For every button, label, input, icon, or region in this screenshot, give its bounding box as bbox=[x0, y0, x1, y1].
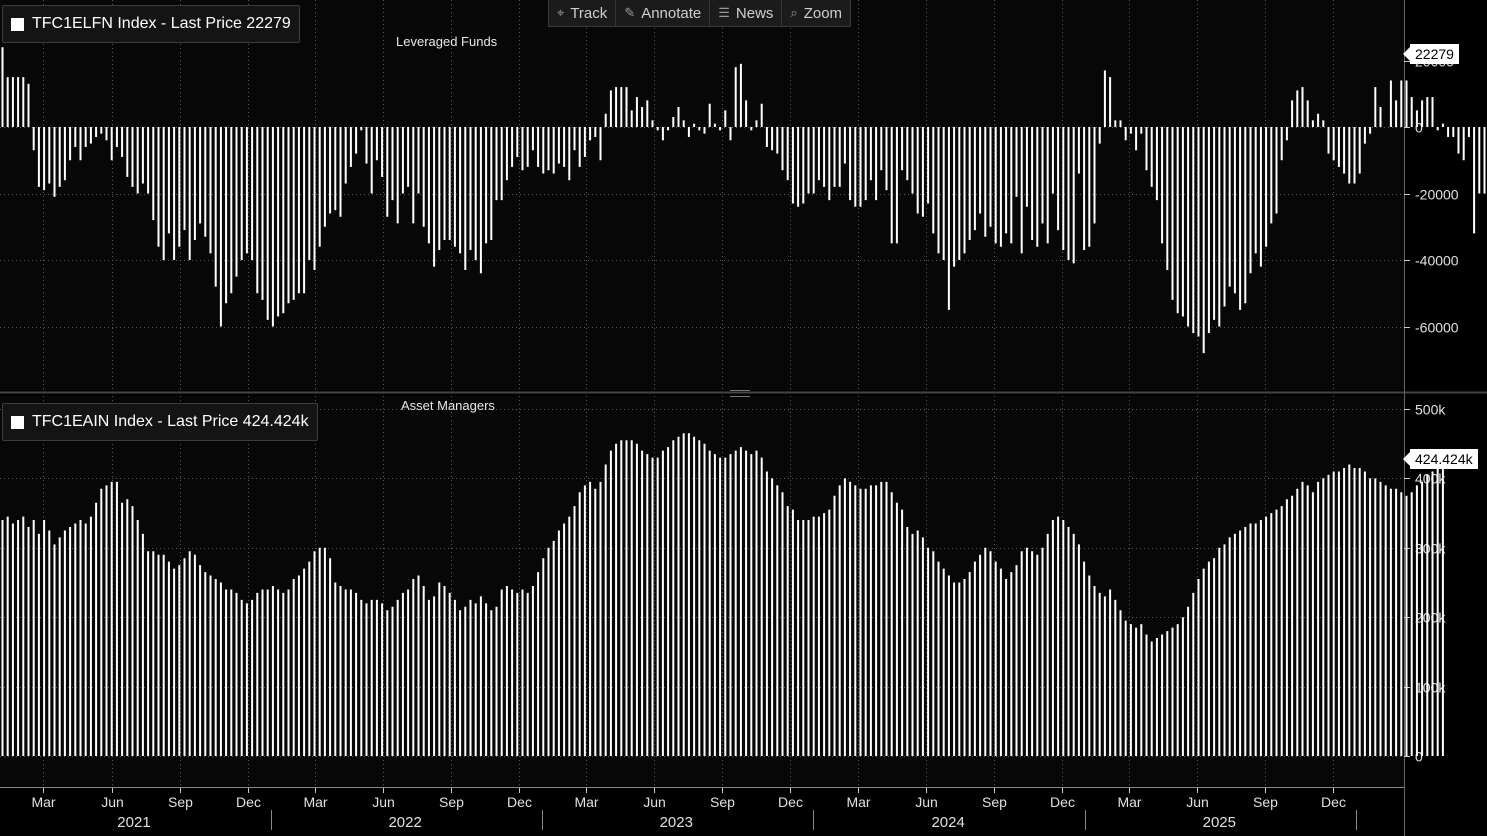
x-month-label: Mar bbox=[1117, 794, 1141, 810]
x-month-label: Jun bbox=[1186, 794, 1209, 810]
news-button[interactable]: ☰ News bbox=[710, 0, 783, 26]
x-year-label: 2025 bbox=[1203, 814, 1236, 831]
y-tick-label: 500k bbox=[1415, 402, 1446, 418]
x-month-label: Dec bbox=[236, 794, 261, 810]
y-tick-label: 200k bbox=[1415, 610, 1446, 626]
x-year-label: 2023 bbox=[660, 814, 693, 831]
pencil-icon: ✎ bbox=[624, 5, 636, 20]
zoom-button[interactable]: ⌕ Zoom bbox=[782, 0, 850, 26]
bottom-legend[interactable]: TFC1EAIN Index - Last Price 424.424k bbox=[2, 403, 318, 441]
y-tick-label: 0 bbox=[1415, 120, 1423, 136]
x-month-label: Mar bbox=[303, 794, 327, 810]
annotate-button[interactable]: ✎ Annotate bbox=[616, 0, 711, 26]
x-month-label: Dec bbox=[1321, 794, 1346, 810]
y-tick-label: -60000 bbox=[1415, 320, 1459, 336]
track-label: Track bbox=[570, 4, 608, 22]
x-year-label: 2024 bbox=[931, 814, 964, 831]
x-month-label: Sep bbox=[439, 794, 464, 810]
x-month-label: Jun bbox=[643, 794, 666, 810]
x-month-label: Mar bbox=[31, 794, 55, 810]
y-tick-label: 0 bbox=[1415, 749, 1423, 765]
magnifier-icon: ⌕ bbox=[790, 5, 798, 20]
x-month-label: Sep bbox=[710, 794, 735, 810]
news-label: News bbox=[735, 4, 774, 22]
legend-swatch bbox=[11, 17, 24, 31]
crosshair-icon: ⌖ bbox=[557, 5, 565, 20]
x-month-label: Dec bbox=[507, 794, 532, 810]
x-month-label: Jun bbox=[101, 794, 124, 810]
bottom-panel-title: Asset Managers bbox=[401, 398, 495, 413]
top-last-price-tag: 22279 bbox=[1403, 44, 1459, 64]
legend-swatch bbox=[11, 415, 24, 429]
zoom-label: Zoom bbox=[803, 4, 843, 22]
x-month-label: Jun bbox=[372, 794, 395, 810]
x-month-label: Dec bbox=[1050, 794, 1075, 810]
bottom-plot-area bbox=[0, 396, 1404, 787]
x-month-label: Mar bbox=[846, 794, 870, 810]
chart-toolbar: ⌖ Track ✎ Annotate ☰ News ⌕ Zoom bbox=[548, 0, 852, 27]
x-month-label: Sep bbox=[1253, 794, 1278, 810]
bottom-legend-label: TFC1EAIN Index - Last Price 424.424k bbox=[32, 413, 309, 430]
top-panel-title: Leveraged Funds bbox=[396, 34, 498, 49]
track-button[interactable]: ⌖ Track bbox=[549, 0, 617, 26]
y-tick-label: -40000 bbox=[1415, 253, 1459, 269]
x-month-label: Mar bbox=[574, 794, 598, 810]
x-year-label: 2021 bbox=[117, 814, 150, 831]
news-icon: ☰ bbox=[718, 5, 730, 20]
top-legend[interactable]: TFC1ELFN Index - Last Price 22279 bbox=[2, 5, 300, 43]
bottom-last-price-tag: 424.424k bbox=[1403, 449, 1478, 469]
top-plot-area bbox=[0, 0, 1404, 390]
y-tick-label: 100k bbox=[1415, 680, 1446, 696]
top-legend-label: TFC1ELFN Index - Last Price 22279 bbox=[32, 15, 291, 32]
x-month-label: Sep bbox=[168, 794, 193, 810]
x-month-label: Sep bbox=[982, 794, 1007, 810]
annotate-label: Annotate bbox=[641, 4, 702, 22]
y-tick-label: 300k bbox=[1415, 541, 1446, 557]
x-month-label: Dec bbox=[778, 794, 803, 810]
y-tick-label: 400k bbox=[1415, 471, 1446, 487]
x-month-label: Jun bbox=[915, 794, 938, 810]
y-tick-label: -20000 bbox=[1415, 187, 1459, 203]
x-year-label: 2022 bbox=[388, 814, 421, 831]
panel-splitter-handle[interactable] bbox=[730, 390, 750, 397]
